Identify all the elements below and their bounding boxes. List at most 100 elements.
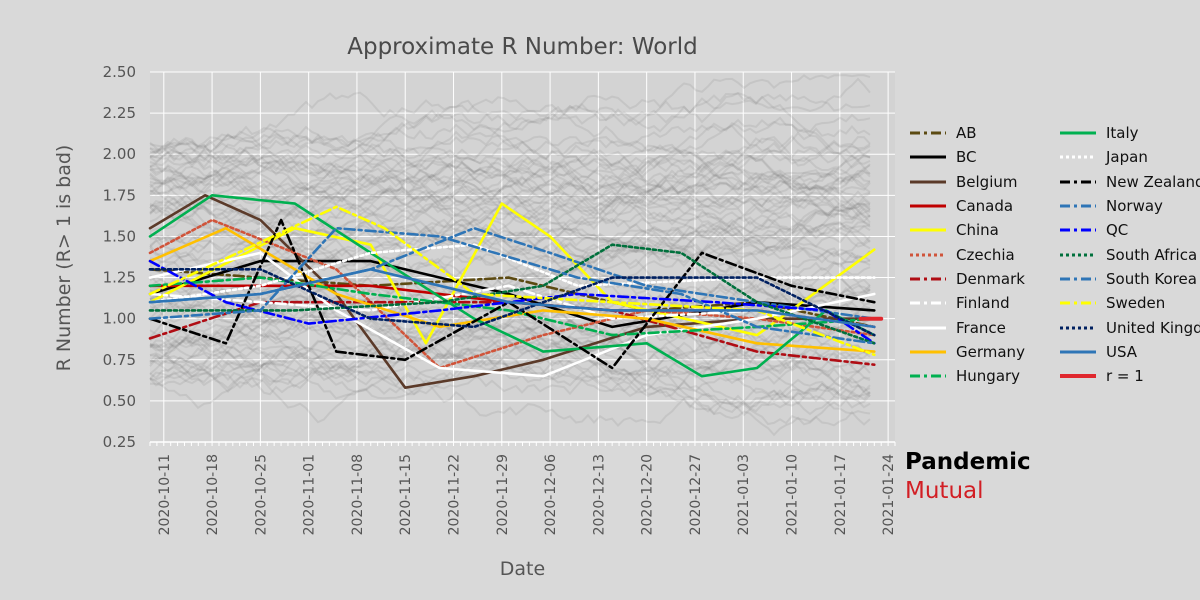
legend-swatch bbox=[1060, 228, 1096, 232]
legend-label: New Zealand bbox=[1106, 172, 1200, 191]
legend-swatch bbox=[910, 374, 946, 378]
background-series-line bbox=[149, 118, 871, 194]
background-series-line bbox=[149, 113, 871, 188]
legend-label: Denmark bbox=[956, 269, 1025, 288]
y-tick-label: 1.50 bbox=[103, 227, 136, 245]
x-tick-label: 2021-01-03 bbox=[736, 454, 752, 535]
background-series-line bbox=[149, 147, 871, 199]
legend-item: Germany bbox=[909, 340, 1025, 364]
x-tick-label: 2020-10-25 bbox=[253, 454, 269, 535]
background-series-line bbox=[150, 181, 871, 301]
legend-label: QC bbox=[1106, 221, 1129, 240]
brand-logo: Pandemic Mutual bbox=[905, 448, 1031, 506]
background-series-line bbox=[149, 221, 871, 302]
legend-label: China bbox=[956, 221, 999, 240]
legend-label: South Korea bbox=[1106, 269, 1197, 288]
background-series-line bbox=[149, 145, 871, 260]
x-tick-label: 2021-01-17 bbox=[833, 454, 849, 535]
x-tick-label: 2020-11-22 bbox=[447, 454, 463, 535]
brand-line-2: Mutual bbox=[905, 478, 984, 504]
series-line-new-zealand bbox=[148, 218, 876, 370]
legend-label: Sweden bbox=[1106, 294, 1166, 313]
legend-item: United Kingdom bbox=[1059, 315, 1200, 339]
background-series-line bbox=[149, 125, 871, 174]
background-series-line bbox=[149, 141, 871, 197]
background-series-line bbox=[149, 304, 871, 353]
legend-item: China bbox=[909, 218, 1025, 242]
legend-label: Hungary bbox=[956, 367, 1021, 386]
legend-item: USA bbox=[1059, 340, 1200, 364]
background-series-line bbox=[149, 309, 871, 389]
x-tick-label: 2020-11-01 bbox=[302, 454, 318, 535]
legend-item: Italy bbox=[1059, 121, 1200, 145]
legend-swatch bbox=[910, 131, 946, 135]
background-series-line bbox=[149, 241, 871, 287]
background-series-line bbox=[149, 91, 871, 155]
legend-swatch bbox=[1060, 155, 1096, 159]
background-series-line bbox=[149, 329, 871, 413]
legend-swatch bbox=[1060, 374, 1096, 379]
background-series-line bbox=[149, 290, 871, 409]
x-tick-label: 2021-01-10 bbox=[785, 454, 801, 535]
legend-label: BC bbox=[956, 148, 977, 167]
legend-swatch bbox=[910, 228, 946, 232]
legend-item: Sweden bbox=[1059, 291, 1200, 315]
legend-swatch bbox=[1060, 301, 1096, 305]
background-series-line bbox=[149, 77, 871, 154]
y-tick-label: 1.25 bbox=[103, 269, 136, 287]
legend-item: Norway bbox=[1059, 194, 1200, 218]
background-series-line bbox=[149, 171, 871, 226]
background-series-line bbox=[149, 336, 871, 405]
y-tick-label: 0.50 bbox=[103, 392, 136, 410]
series-line-italy bbox=[148, 194, 876, 378]
legend-item: QC bbox=[1059, 218, 1200, 242]
legend-label: r = 1 bbox=[1106, 367, 1144, 386]
x-tick-label: 2020-11-15 bbox=[398, 454, 414, 535]
series-line-china bbox=[148, 202, 876, 345]
background-series-line bbox=[149, 337, 871, 426]
x-tick-label: 2020-10-11 bbox=[157, 454, 173, 535]
y-tick-label: 1.75 bbox=[103, 186, 136, 204]
legend-column-1: AB BC Belgium Canada China Czechia Denmark Finl… bbox=[909, 121, 1025, 388]
legend-item: South Africa bbox=[1059, 242, 1200, 266]
background-series-line bbox=[149, 208, 871, 252]
legend-item: BC bbox=[909, 145, 1025, 169]
legend-item: Canada bbox=[909, 194, 1025, 218]
legend-label: United Kingdom bbox=[1106, 318, 1200, 337]
series-line-united-kingdom bbox=[148, 268, 876, 337]
legend-item: Denmark bbox=[909, 267, 1025, 291]
legend-column-2: Italy Japan New Zealand Norway QC South Afric… bbox=[1059, 121, 1200, 388]
y-tick-label: 1.00 bbox=[103, 310, 136, 328]
series-line-germany bbox=[148, 226, 876, 353]
y-tick-label: 0.25 bbox=[103, 433, 136, 451]
background-series-line bbox=[149, 148, 871, 213]
background-series-line bbox=[149, 345, 871, 409]
legend-item: AB bbox=[909, 121, 1025, 145]
legend-swatch bbox=[910, 204, 946, 208]
background-series-line bbox=[149, 348, 871, 400]
legend-label: Germany bbox=[956, 342, 1025, 361]
brand-line-1: Pandemic bbox=[905, 449, 1031, 475]
legend-swatch bbox=[910, 155, 946, 159]
background-series-line bbox=[149, 193, 871, 292]
y-tick-label: 0.75 bbox=[103, 351, 136, 369]
background-series-line bbox=[149, 158, 871, 211]
background-series-line bbox=[149, 92, 871, 156]
series-line-usa bbox=[148, 268, 876, 329]
x-tick-label: 2020-10-18 bbox=[205, 454, 221, 535]
legend-swatch bbox=[1060, 204, 1096, 208]
legend-item: Hungary bbox=[909, 364, 1025, 388]
x-tick-label: 2020-12-20 bbox=[640, 454, 656, 535]
background-series-line bbox=[149, 201, 871, 342]
legend-swatch bbox=[1060, 180, 1096, 184]
background-series-line bbox=[149, 116, 871, 196]
background-series-line bbox=[149, 245, 871, 352]
x-axis-label: Date bbox=[499, 558, 546, 580]
legend-label: Finland bbox=[956, 294, 1010, 313]
background-series-line bbox=[149, 277, 871, 379]
legend-item: Finland bbox=[909, 291, 1025, 315]
background-series-line bbox=[149, 218, 871, 295]
legend-swatch bbox=[1060, 253, 1096, 257]
y-tick-label: 2.50 bbox=[103, 63, 136, 81]
legend-label: France bbox=[956, 318, 1006, 337]
